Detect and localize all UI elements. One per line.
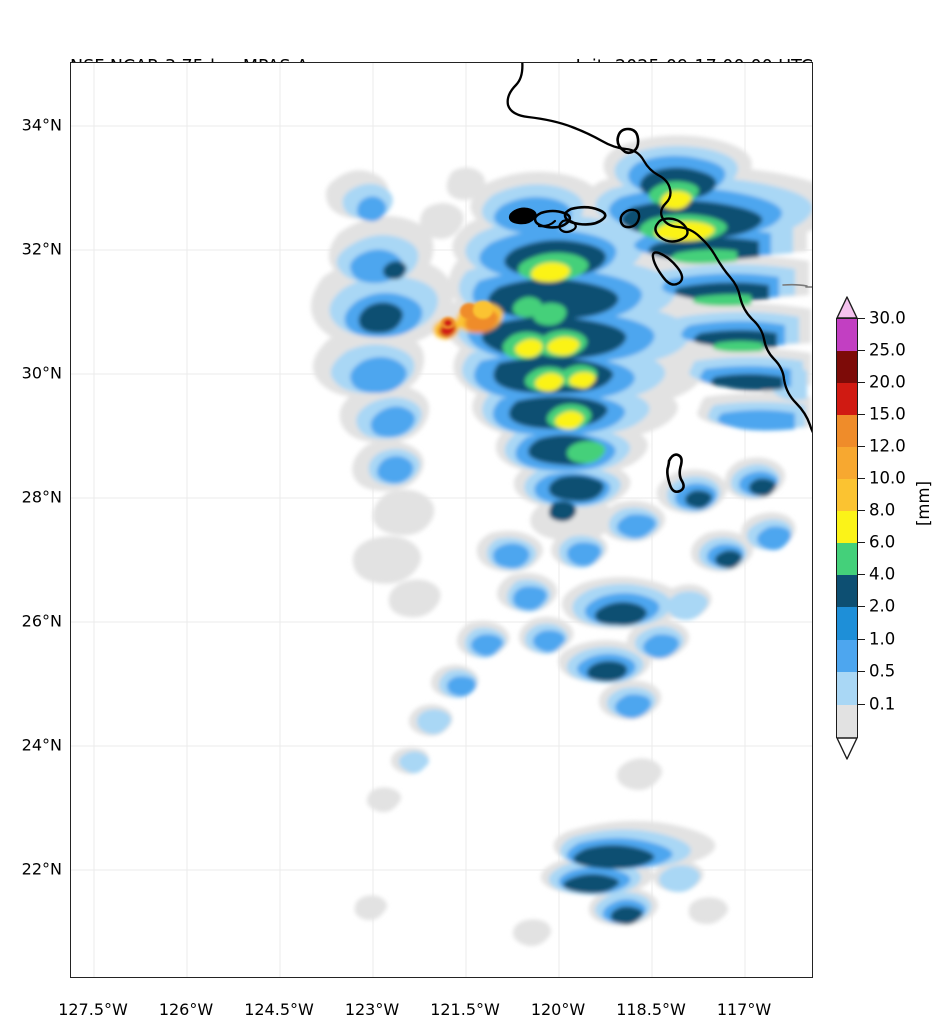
lon-tick-label: 118.5°W <box>616 1000 686 1019</box>
colorbar-segment-0p5-1 <box>837 640 857 672</box>
colorbar-tick-label: 0.5 <box>869 661 896 681</box>
precipitation-contours <box>311 135 812 947</box>
lon-tick-label: 127.5°W <box>58 1000 128 1019</box>
precip-intense-rings <box>441 301 493 329</box>
colorbar-tick <box>858 671 865 673</box>
colorbar-segment-0p1-0p5 <box>837 705 857 739</box>
colorbar-tick-label: 30.0 <box>869 308 906 328</box>
colorbar-tick <box>858 382 865 384</box>
lat-tick-label: 24°N <box>21 735 62 755</box>
colorbar-unit-label: [mm] <box>914 480 934 527</box>
colorbar-tick <box>858 350 865 352</box>
colorbar-tick-label: 0.1 <box>869 694 896 714</box>
colorbar-segment-8-10 <box>837 479 857 511</box>
lat-tick-label: 34°N <box>21 115 62 135</box>
colorbar-segment-6-8 <box>837 511 857 543</box>
colorbar-tick <box>858 414 865 416</box>
colorbar-tick <box>858 446 865 448</box>
coastline-overlay <box>506 63 812 494</box>
colorbar-tick-label: 2.0 <box>869 596 896 616</box>
colorbar-tick <box>858 542 865 544</box>
colorbar-tick <box>858 606 865 608</box>
colorbar-tick <box>858 318 865 320</box>
colorbar-segment-10-12 <box>837 447 857 479</box>
colorbar-tick-label: 6.0 <box>869 532 896 552</box>
lon-tick-label: 120°W <box>530 1000 586 1019</box>
colorbar-segment-15-20 <box>837 383 857 415</box>
colorbar-tick-label: 25.0 <box>869 340 906 360</box>
lat-tick-label: 32°N <box>21 239 62 259</box>
colorbar-segment-1-2 <box>837 607 857 640</box>
lat-tick-label: 26°N <box>21 611 62 631</box>
lat-tick-label: 22°N <box>21 859 62 879</box>
colorbar-tick-label: 15.0 <box>869 404 906 424</box>
precipitation-map <box>71 63 812 977</box>
colorbar-tick-label: 8.0 <box>869 500 896 520</box>
colorbar-tick <box>858 574 865 576</box>
colorbar-tick <box>858 478 865 480</box>
colorbar-tick <box>858 510 865 512</box>
lon-tick-label: 121.5°W <box>430 1000 500 1019</box>
lon-tick-label: 126°W <box>158 1000 214 1019</box>
colorbar-segment-20-25 <box>837 351 857 383</box>
colorbar-tick-label: 12.0 <box>869 436 906 456</box>
colorbar-gradient <box>836 318 858 739</box>
colorbar: 30.0 25.0 20.0 15.0 12.0 10.0 8.0 6.0 4.… <box>836 296 906 760</box>
colorbar-tick-label: 20.0 <box>869 372 906 392</box>
colorbar-tick-label: 10.0 <box>869 468 906 488</box>
colorbar-segment-4-6 <box>837 543 857 575</box>
lon-tick-label: 117°W <box>716 1000 772 1019</box>
colorbar-segment-2-4 <box>837 575 857 607</box>
lon-tick-label: 124.5°W <box>244 1000 314 1019</box>
map-plot-area <box>70 62 813 978</box>
colorbar-segment-12-15 <box>837 415 857 447</box>
colorbar-segment-0p5-low <box>837 672 857 705</box>
lon-tick-label: 123°W <box>344 1000 400 1019</box>
colorbar-min-extend-arrow <box>836 737 858 760</box>
precip-level-6p0 <box>515 191 715 430</box>
colorbar-segment-25-30 <box>837 319 857 351</box>
colorbar-tick <box>858 704 865 706</box>
colorbar-tick-label: 1.0 <box>869 629 896 649</box>
colorbar-tick-label: 4.0 <box>869 564 896 584</box>
colorbar-tick <box>858 639 865 641</box>
lat-tick-label: 30°N <box>21 363 62 383</box>
lat-tick-label: 28°N <box>21 487 62 507</box>
colorbar-max-extend-arrow <box>836 296 858 319</box>
